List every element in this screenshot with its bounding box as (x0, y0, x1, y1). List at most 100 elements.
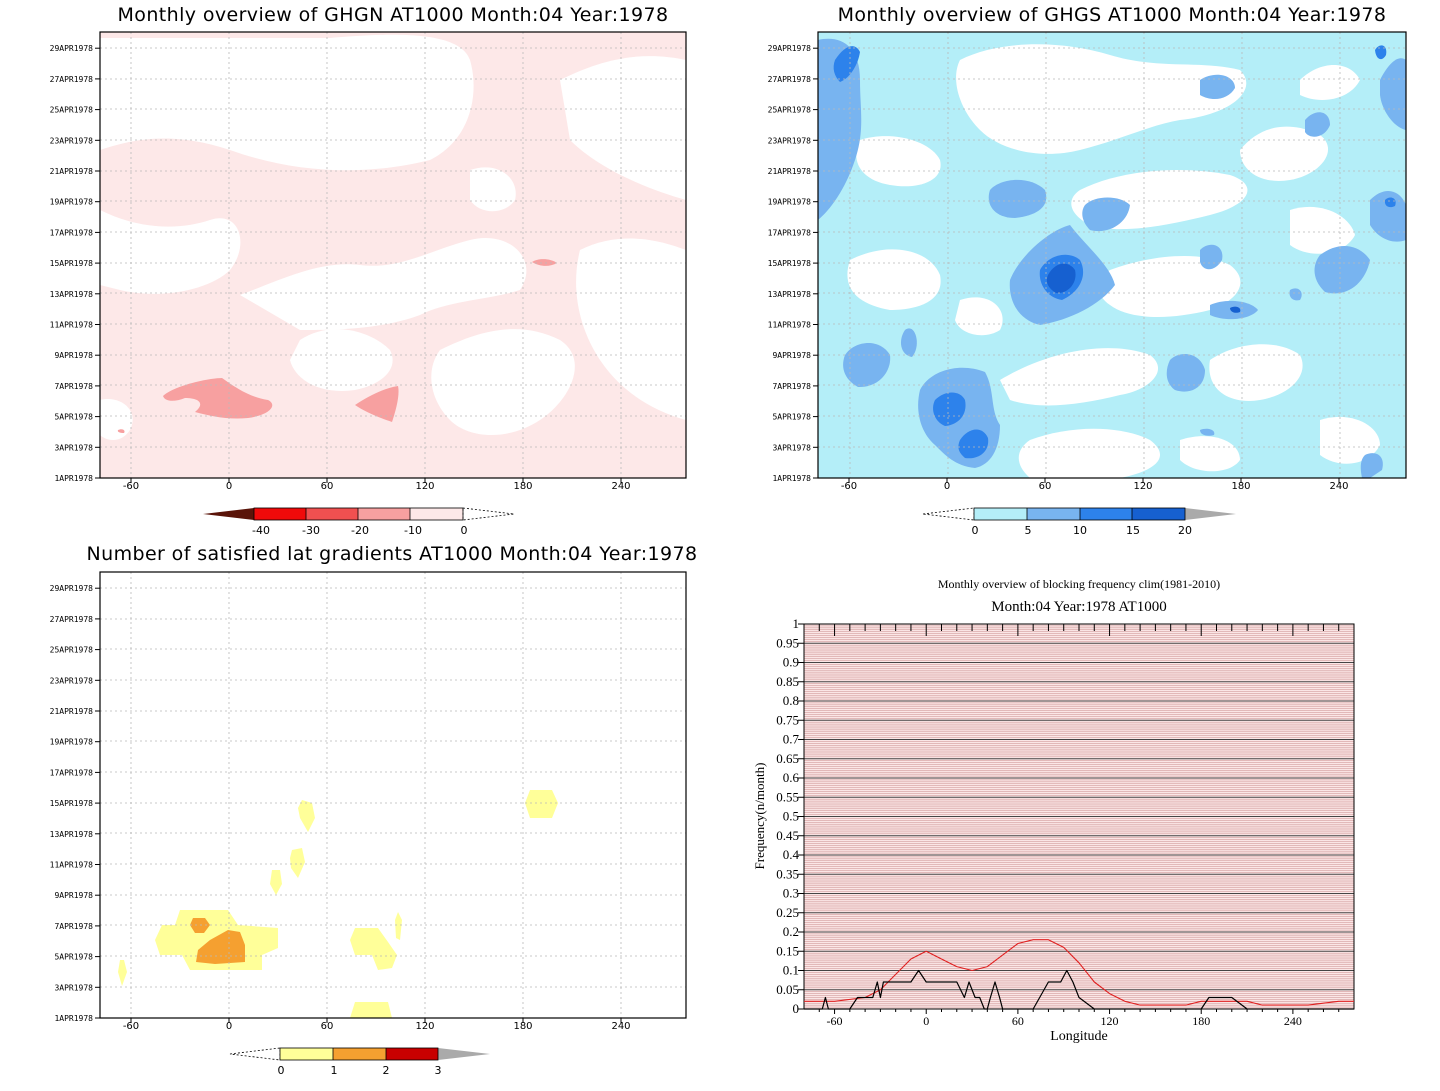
ghgn-grid (100, 32, 686, 478)
blocking-xlabel: Longitude (1050, 1029, 1108, 1044)
gradients-contours (118, 790, 558, 1018)
gradients-cb-label: 3 (435, 1064, 442, 1077)
gradients-cb-2 (386, 1048, 438, 1060)
ghgn-ytick-label: 5APR1978 (54, 413, 93, 422)
gradients-xtick-label: 180 (513, 1021, 532, 1032)
blocking-ytick-label: 0.05 (776, 982, 799, 997)
gradients-cb-0 (280, 1048, 333, 1060)
gradients-cb-label: 0 (278, 1064, 285, 1077)
ghgs-cb-3 (1132, 508, 1185, 520)
ghgn-cb-label: -10 (404, 524, 422, 537)
blocking-ytick-label: 0.6 (783, 770, 800, 785)
ghgn-ytick-label: 25APR1978 (50, 106, 94, 115)
ghgs-ytick-label: 29APR1978 (768, 44, 812, 53)
ghgn-xtick-label: -60 (123, 481, 139, 492)
ghgs-contours (818, 32, 1406, 478)
blocking-ytick-label: 0.25 (776, 905, 799, 920)
blocking-ytick-label: 0.15 (776, 943, 799, 958)
ghgs-level-15 (1046, 263, 1241, 313)
ghgs-cb-label: 15 (1126, 524, 1140, 537)
gradients-frame (99, 571, 687, 1019)
gradients-xtick-label: 60 (321, 1021, 334, 1032)
gradients-grid (100, 572, 686, 1018)
blocking-xticks: -60 0 60 120 180 240 (827, 1014, 1302, 1028)
ghgn-white-areas (100, 34, 686, 440)
ghgn-ytick-label: 3APR1978 (54, 443, 93, 452)
gradients-xtick-label: 240 (611, 1021, 630, 1032)
ghgn-xtick-label: 180 (513, 481, 532, 492)
gradients-title: Number of satisfied lat gradients AT1000… (87, 543, 698, 565)
blocking-yticks: 0 0.05 0.1 0.15 0.2 0.25 0.3 0.35 0.4 0.45 0.5 0.55… (776, 616, 804, 1016)
blocking-ytick-label: 0.2 (783, 924, 799, 939)
ghgn-ytick-label: 27APR1978 (50, 75, 94, 84)
gradients-panel: Number of satisfied lat gradients AT1000… (50, 543, 698, 1077)
blocking-ylabel: Frequency(n/month) (752, 763, 767, 870)
ghgn-ytick-label: 1APR1978 (54, 474, 93, 483)
ghgs-xtick-label: 60 (1039, 481, 1052, 492)
ghgs-cb-2 (1080, 508, 1132, 520)
ghgs-ytick-label: 9APR1978 (772, 351, 811, 360)
ghgn-ytick-label: 9APR1978 (54, 351, 93, 360)
gradients-ytick-label: 13APR1978 (50, 830, 94, 839)
ghgn-cb-label: -20 (351, 524, 369, 537)
ghgs-ytick-label: 17APR1978 (768, 228, 812, 237)
blocking-top-ticks (818, 624, 1340, 1014)
gradients-xtick-label: 120 (415, 1021, 434, 1032)
ghgs-ytick-label: 1APR1978 (772, 474, 811, 483)
ghgs-cb-1 (1027, 508, 1080, 520)
ghgn-xtick-label: 240 (611, 481, 630, 492)
ghgn-cb-label: -40 (252, 524, 270, 537)
blocking-xtick-label: 120 (1101, 1014, 1119, 1028)
ghgs-ytick-label: 11APR1978 (768, 321, 812, 330)
blocking-ytick-label: 0.35 (776, 866, 799, 881)
ghgn-cb-label: -30 (302, 524, 320, 537)
ghgs-ytick-label: 15APR1978 (768, 259, 812, 268)
ghgn-ytick-label: 7APR1978 (54, 382, 93, 391)
blocking-ytick-label: 0.95 (776, 635, 799, 650)
gradients-ytick-label: 7APR1978 (54, 922, 93, 931)
blocking-clim-line (804, 939, 1354, 1006)
blocking-grid-major (804, 642, 1354, 991)
ghgs-panel: Monthly overview of GHGS AT1000 Month:04… (768, 4, 1407, 537)
ghgs-ytick-label: 7APR1978 (772, 382, 811, 391)
gradients-cb-1 (333, 1048, 386, 1060)
ghgn-ytick-label: 11APR1978 (50, 321, 94, 330)
ghgs-ytick-label: 19APR1978 (768, 198, 812, 207)
blocking-frequency-line (804, 969, 1354, 1010)
gradients-ytick-label: 27APR1978 (50, 615, 94, 624)
ghgn-contours (100, 32, 686, 478)
ghgn-yticks: 1APR1978 3APR1978 5APR1978 7APR1978 9APR1978… (50, 44, 100, 483)
ghgs-xticks: -60 0 60 120 180 240 (841, 478, 1349, 492)
blocking-ytick-label: 0.7 (783, 732, 800, 747)
ghgs-ytick-label: 27APR1978 (768, 75, 812, 84)
ghgs-xtick-label: -60 (841, 481, 857, 492)
ghgn-cb-ext (462, 507, 515, 521)
blocking-ytick-label: 0.9 (783, 655, 799, 670)
ghgn-ytick-label: 17APR1978 (50, 228, 94, 237)
ghgs-ytick-label: 23APR1978 (768, 136, 812, 145)
ghgs-grid (818, 32, 1406, 478)
gradients-level-0 (118, 790, 558, 1018)
ghgs-cb-label: 10 (1073, 524, 1087, 537)
blocking-xtick-label: -60 (827, 1014, 843, 1028)
ghgs-ytick-label: 13APR1978 (768, 290, 812, 299)
ghgn-title: Monthly overview of GHGN AT1000 Month:04… (118, 4, 669, 26)
gradients-ytick-label: 29APR1978 (50, 584, 94, 593)
ghgs-cb-label: 20 (1178, 524, 1192, 537)
blocking-panel: Monthly overview of blocking frequency c… (752, 577, 1355, 1044)
ghgs-xtick-label: 240 (1329, 481, 1348, 492)
gradients-cb-label: 1 (331, 1064, 338, 1077)
blocking-ytick-label: 0.3 (783, 886, 799, 901)
ghgs-cb-label: 5 (1025, 524, 1032, 537)
ghgn-ytick-label: 19APR1978 (50, 198, 94, 207)
blocking-ytick-label: 0.65 (776, 751, 799, 766)
ghgn-xtick-label: 0 (226, 481, 232, 492)
ghgs-ytick-label: 3APR1978 (772, 443, 811, 452)
ghgn-cb-1 (254, 508, 306, 520)
ghgn-cb-2 (306, 508, 358, 520)
blocking-ytick-label: 0.55 (776, 789, 799, 804)
ghgn-ytick-label: 13APR1978 (50, 290, 94, 299)
ghgn-xtick-label: 120 (415, 481, 434, 492)
gradients-ytick-label: 3APR1978 (54, 983, 93, 992)
gradients-cb-ext-high (438, 1048, 490, 1060)
